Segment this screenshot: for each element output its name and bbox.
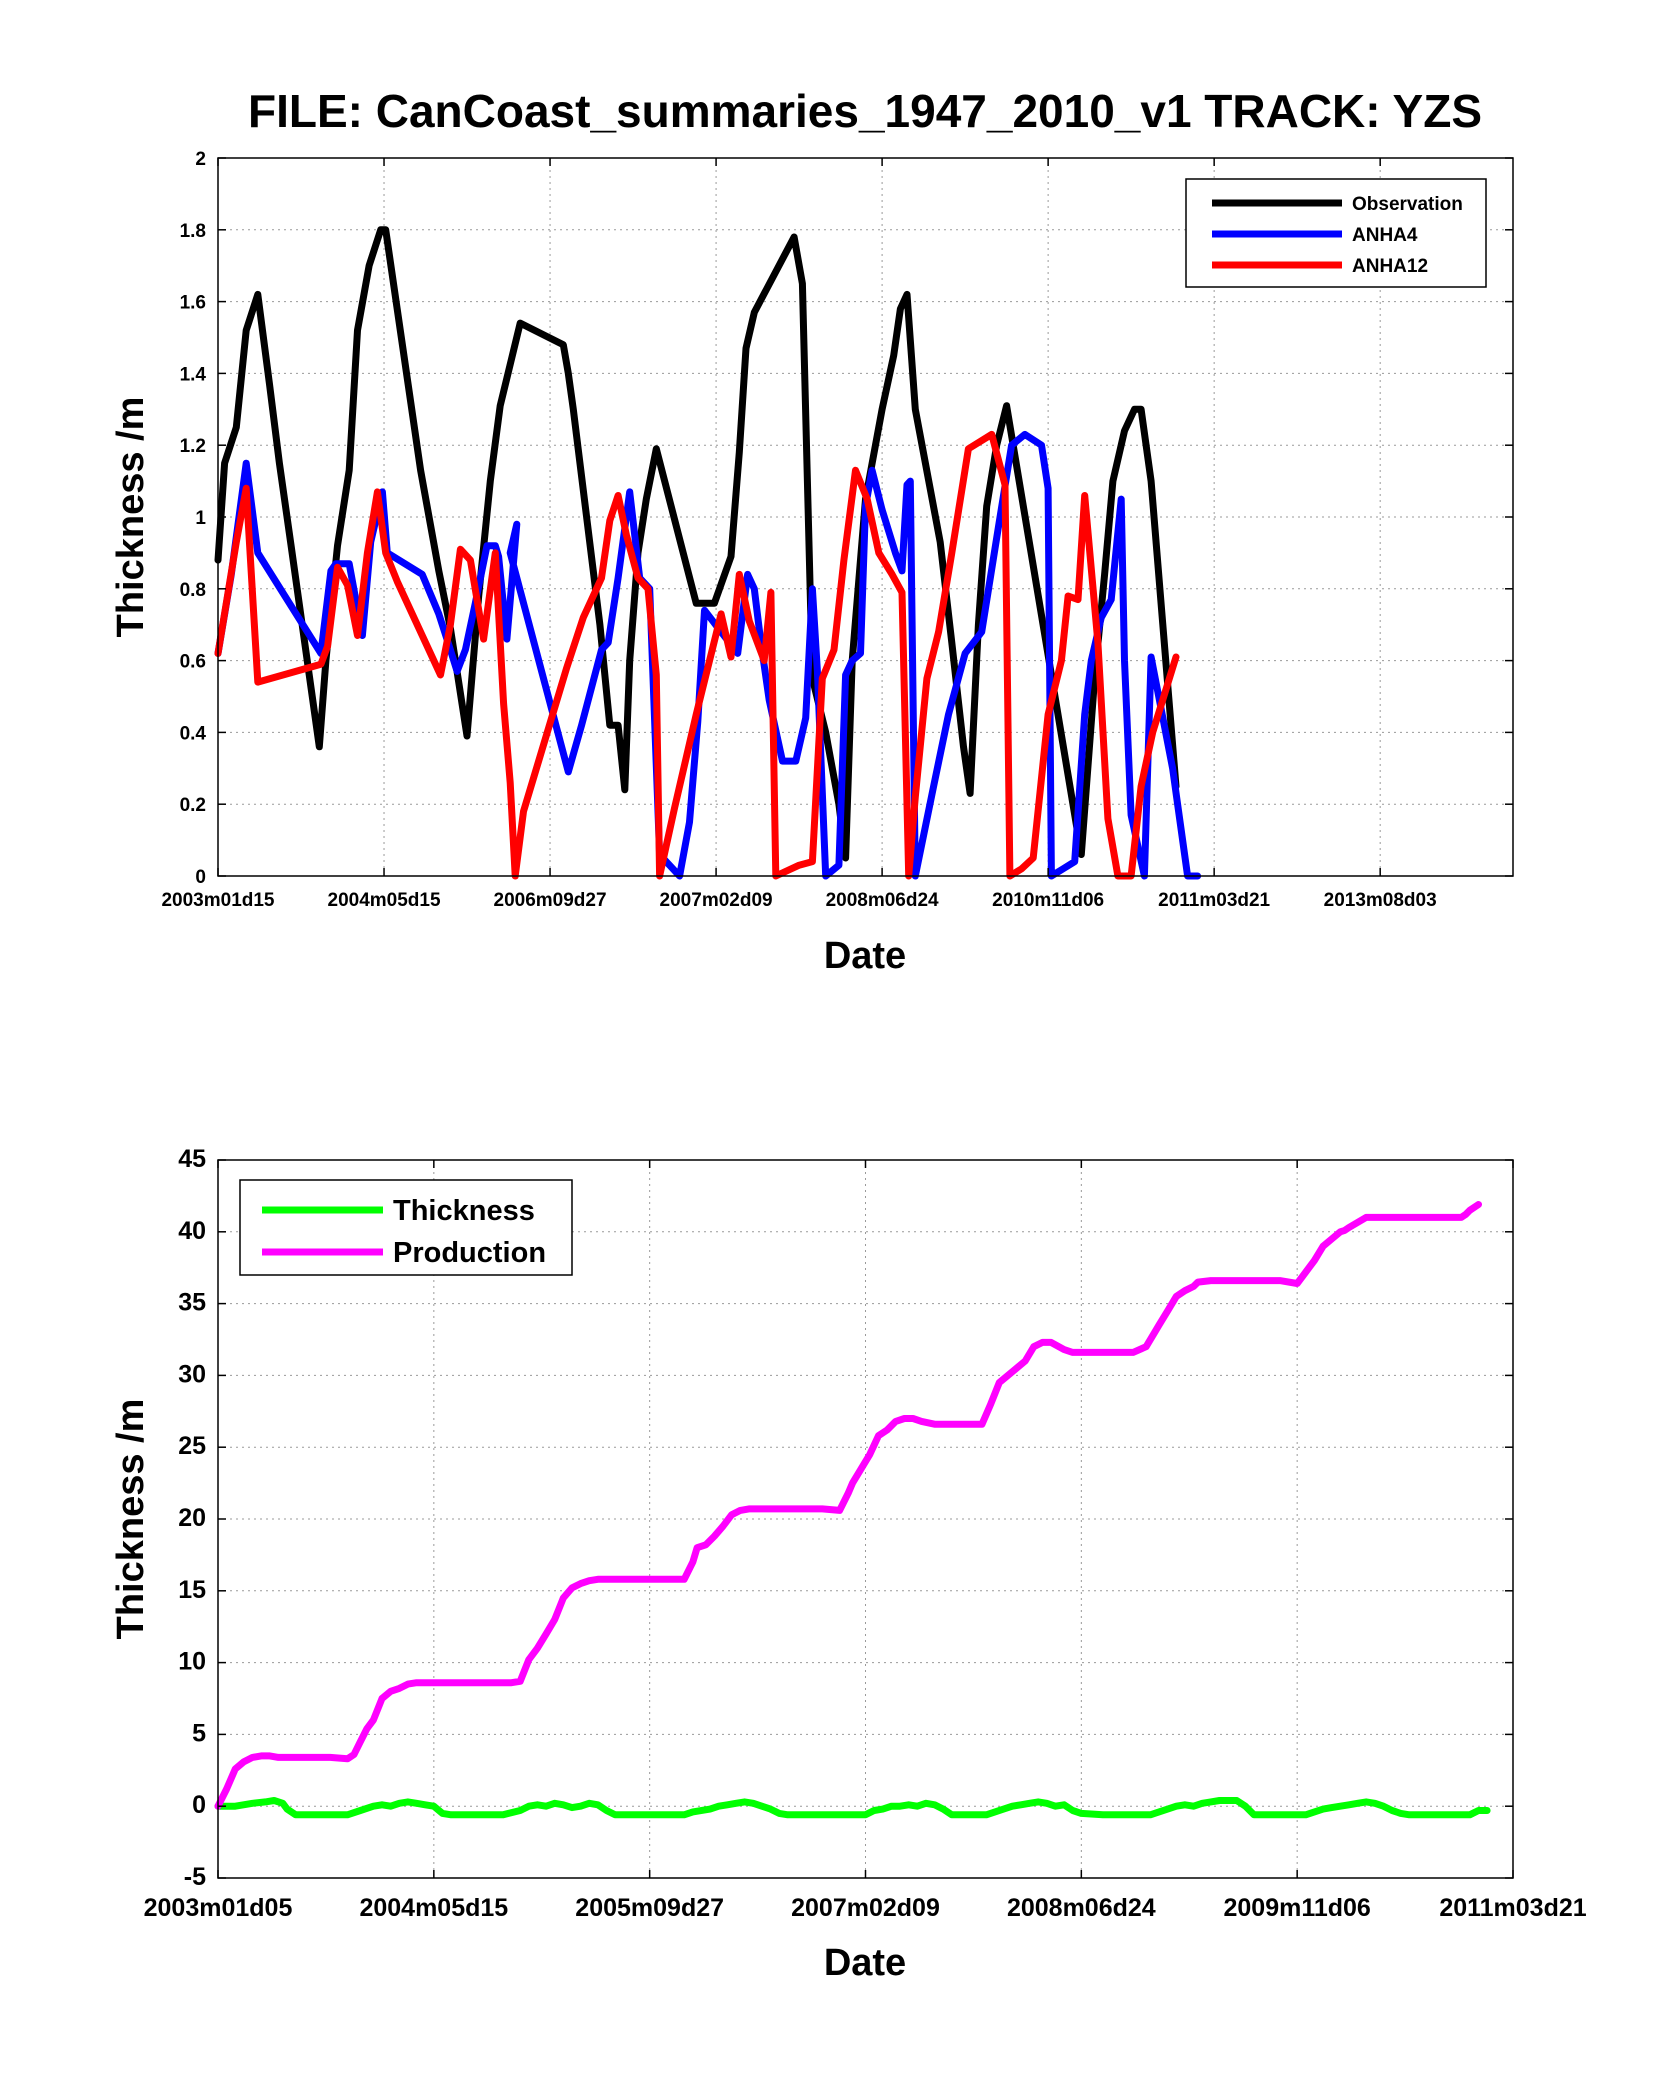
legend-label: Observation: [1352, 194, 1463, 215]
x-tick-label: 2011m03d21: [1439, 1894, 1586, 1922]
y-tick-label: 15: [178, 1576, 206, 1604]
y-tick-label: 0: [195, 867, 206, 888]
y-tick-label: 40: [178, 1217, 206, 1245]
y-tick-label: 0.2: [180, 795, 206, 816]
top-chart-ticks: 0 0.2 0.4 0.6 0.8 1 1.2 1.4 1.6 1.8 2 2003m01d15 200…: [161, 149, 1513, 911]
x-tick-label: 2008m06d24: [826, 890, 939, 911]
y-tick-label: 5: [192, 1719, 206, 1747]
legend-label: ANHA4: [1352, 225, 1418, 246]
x-tick-label: 2004m05d15: [359, 1894, 508, 1922]
series-line-anha12: [214, 430, 1180, 880]
y-tick-label: 25: [178, 1432, 206, 1460]
legend-label: Production: [393, 1237, 546, 1269]
x-tick-label: 2004m05d15: [328, 890, 441, 911]
x-tick-label: 2007m02d09: [791, 1894, 940, 1922]
y-tick-label: 20: [178, 1504, 206, 1532]
y-tick-label: -5: [184, 1863, 206, 1891]
y-tick-label: 30: [178, 1360, 206, 1388]
y-tick-label: 45: [178, 1145, 206, 1173]
y-tick-label: 1: [195, 508, 206, 529]
y-tick-label: 0.4: [180, 723, 207, 744]
legend-label: ANHA12: [1352, 256, 1428, 277]
top-chart-ylabel: Thickness /m: [110, 397, 152, 638]
x-tick-label: 2003m01d15: [161, 890, 274, 911]
x-tick-label: 2011m03d21: [1158, 890, 1270, 911]
top-chart-xlabel: Date: [824, 935, 906, 977]
bottom-chart-ylabel: Thickness /m: [110, 1399, 152, 1640]
x-tick-label: 2013m08d03: [1324, 890, 1437, 911]
y-tick-label: 35: [178, 1289, 206, 1317]
y-tick-label: 10: [178, 1648, 206, 1676]
series-line-observation: [214, 226, 1180, 862]
y-tick-label: 0.8: [180, 580, 206, 601]
bottom-chart-xlabel: Date: [824, 1942, 906, 1984]
y-tick-label: 0.6: [180, 652, 206, 673]
top-chart: 0 0.2 0.4 0.6 0.8 1 1.2 1.4 1.6 1.8 2 2003m01d15 200…: [110, 149, 1514, 977]
x-tick-label: 2006m09d27: [494, 890, 607, 911]
y-tick-label: 1.4: [180, 364, 207, 385]
top-chart-legend: Observation ANHA4 ANHA12: [1185, 178, 1487, 288]
x-tick-label: 2009m11d06: [1223, 1894, 1370, 1922]
top-chart-series: [214, 226, 1202, 880]
bottom-chart-ticks: -5 0 5 10 15 20 25 30 35 40 45 2003m01d05 2004m05d15…: [144, 1145, 1587, 1922]
bottom-chart-legend: Thickness Production: [239, 1179, 573, 1276]
x-tick-label: 2005m09d27: [575, 1894, 724, 1922]
x-tick-label: 2008m06d24: [1007, 1894, 1156, 1922]
y-tick-label: 1.6: [180, 293, 206, 314]
legend-box: [239, 1179, 573, 1276]
bottom-chart: -5 0 5 10 15 20 25 30 35 40 45 2003m01d05 2004m05d15…: [110, 1145, 1587, 1984]
y-tick-label: 2: [195, 149, 206, 170]
series-line-thickness: [214, 1797, 1491, 1819]
y-tick-label: 1.8: [180, 221, 206, 242]
chart-title: FILE: CanCoast_summaries_1947_2010_v1 TR…: [248, 85, 1482, 137]
series-line-production: [214, 1201, 1482, 1810]
x-tick-label: 2007m02d09: [660, 890, 773, 911]
x-tick-label: 2010m11d06: [992, 890, 1104, 911]
legend-label: Thickness: [393, 1195, 535, 1227]
bottom-chart-series: [214, 1201, 1491, 1819]
y-tick-label: 0: [192, 1791, 206, 1819]
y-tick-label: 1.2: [180, 436, 206, 457]
x-tick-label: 2003m01d05: [144, 1894, 293, 1922]
